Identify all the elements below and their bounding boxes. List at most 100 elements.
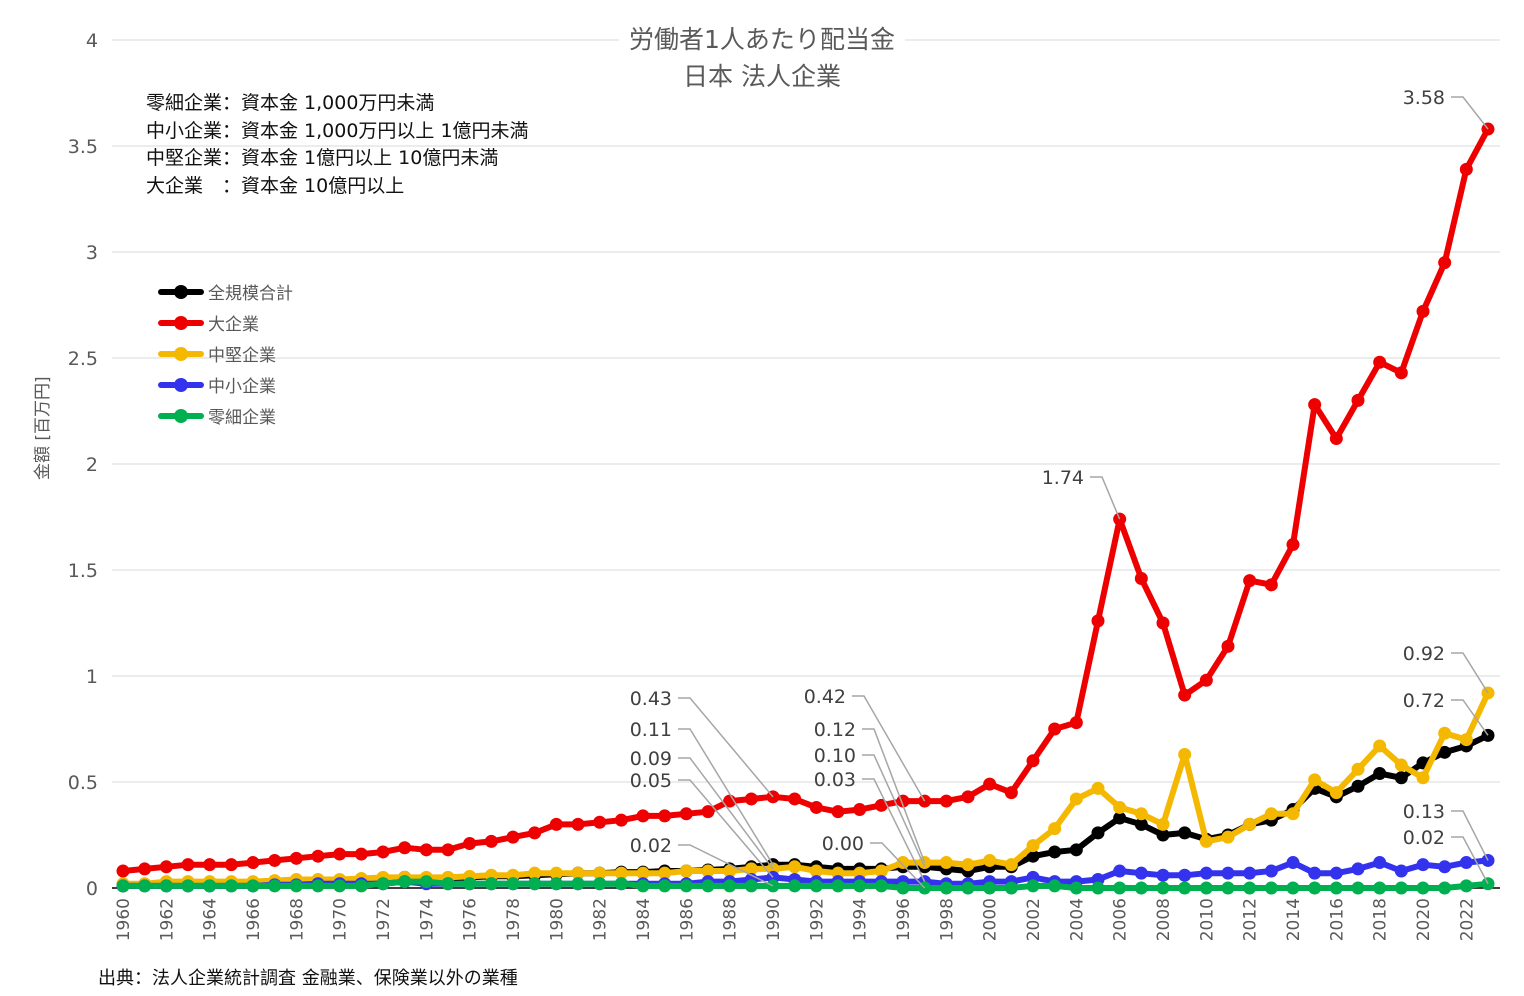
legend-swatch-all: [158, 284, 204, 299]
data-point: [376, 845, 390, 859]
data-point: [939, 794, 953, 808]
data-point: [203, 879, 217, 893]
x-tick-label: 1962: [157, 898, 177, 941]
data-point: [1351, 862, 1365, 876]
data-point: [1069, 792, 1083, 806]
data-point: [549, 817, 563, 831]
note-micro: 零細企業：資本金 1,000万円未満: [146, 92, 435, 114]
data-point: [896, 856, 910, 870]
annotation-leader: [678, 697, 774, 798]
data-point: [1026, 879, 1040, 893]
x-tick-label: 1996: [894, 898, 914, 941]
data-label: 0.02: [630, 835, 672, 857]
data-label: 0.11: [630, 719, 672, 741]
x-tick-label: 1976: [461, 898, 481, 941]
data-point: [571, 877, 585, 891]
x-tick-label: 2014: [1284, 898, 1304, 941]
x-tick-label: 1968: [287, 898, 307, 941]
x-tick-label: 1998: [937, 898, 957, 941]
data-point: [268, 853, 282, 867]
data-point: [1091, 881, 1105, 895]
x-tick-label: 2000: [981, 898, 1001, 941]
data-point: [1459, 733, 1473, 747]
data-point: [138, 862, 152, 876]
data-point: [138, 879, 152, 893]
data-point: [1156, 828, 1170, 842]
data-point: [1134, 881, 1148, 895]
annotation-leader: [1451, 699, 1489, 736]
data-point: [116, 879, 130, 893]
data-label: 0.00: [822, 833, 864, 855]
data-label-annotations: 0.43 0.11 0.090.05 0.02 0.42 0.12 0.100.03 0.00…: [630, 87, 1489, 889]
data-point: [1459, 162, 1473, 176]
data-point: [831, 805, 845, 819]
legend-swatch-medium: [158, 346, 204, 361]
data-point: [1416, 881, 1430, 895]
data-point: [1438, 745, 1452, 759]
data-point: [1329, 881, 1343, 895]
data-point: [614, 877, 628, 891]
data-point: [1373, 856, 1387, 870]
data-point: [268, 879, 282, 893]
data-point: [593, 866, 607, 880]
data-point: [246, 856, 260, 870]
data-point: [506, 830, 520, 844]
data-point: [874, 798, 888, 812]
data-point: [289, 879, 303, 893]
annotation-leader: [678, 757, 774, 870]
annotation-leader: [678, 779, 774, 878]
data-point: [1004, 858, 1018, 872]
x-tick-label: 1988: [721, 898, 741, 941]
data-label: 0.02: [1403, 827, 1445, 849]
annotation-leader: [862, 754, 926, 868]
x-tick-label: 2006: [1111, 898, 1131, 941]
data-point: [1308, 881, 1322, 895]
data-point: [1351, 393, 1365, 407]
annotation-leader: [1090, 476, 1121, 520]
data-point: [636, 879, 650, 893]
data-point: [311, 879, 325, 893]
series-line-medium: [120, 690, 1491, 887]
data-point: [1243, 866, 1257, 880]
data-point: [1264, 881, 1278, 895]
annotation-leader: [852, 695, 926, 802]
data-point: [788, 792, 802, 806]
data-point: [1156, 817, 1170, 831]
data-point: [1394, 864, 1408, 878]
data-point: [224, 858, 238, 872]
data-point: [701, 805, 715, 819]
data-point: [723, 879, 737, 893]
data-point: [1373, 355, 1387, 369]
data-point: [1351, 762, 1365, 776]
chart-title: 労働者1人あたり配当金: [0, 20, 1524, 56]
data-point: [1394, 881, 1408, 895]
data-point: [1178, 881, 1192, 895]
data-point: [354, 847, 368, 861]
data-point: [1438, 726, 1452, 740]
data-point: [658, 866, 672, 880]
data-point: [1243, 574, 1257, 588]
data-point: [224, 879, 238, 893]
annotation-leader: [862, 728, 926, 863]
data-point: [1351, 779, 1365, 793]
data-point: [939, 881, 953, 895]
data-point: [1178, 688, 1192, 702]
data-point: [1286, 538, 1300, 552]
data-point: [679, 864, 693, 878]
data-point: [528, 826, 542, 840]
data-point: [1373, 767, 1387, 781]
chart-subtitle: 日本 法人企業: [683, 62, 841, 91]
legend-label: 中堅企業: [208, 346, 276, 366]
data-point: [1221, 830, 1235, 844]
data-point: [484, 834, 498, 848]
y-tick-label: 3.5: [68, 136, 98, 158]
data-point: [1459, 856, 1473, 870]
data-label: 3.58: [1403, 87, 1445, 109]
data-point: [1351, 881, 1365, 895]
data-point: [961, 881, 975, 895]
data-point: [398, 875, 412, 889]
data-point: [311, 849, 325, 863]
data-point: [809, 879, 823, 893]
x-tick-label: 2020: [1414, 898, 1434, 941]
annotation-leader: [1451, 836, 1489, 885]
